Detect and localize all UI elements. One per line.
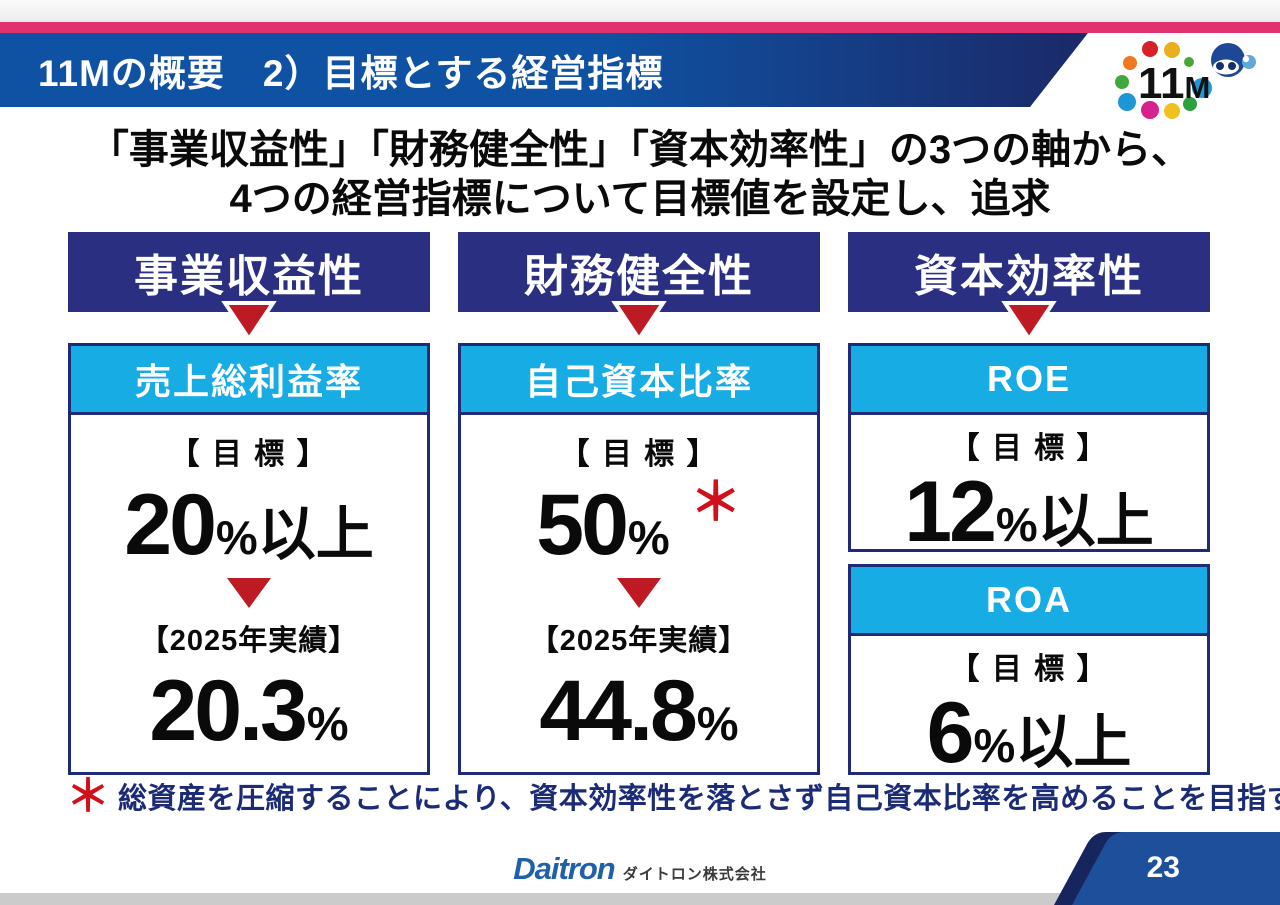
goal-value-row: 12% 以上 [904, 469, 1153, 555]
pink-accent-line [0, 22, 1280, 33]
kpi-card-gross-profit-margin: 売上総利益率 【 目 標 】 20% 以上 【2025年実績】 20.3% [68, 343, 430, 775]
result-value-row: 44.8% [539, 668, 738, 754]
kpi-card-roe: ROE 【 目 標 】 12% 以上 [848, 343, 1210, 555]
axis-header-financial-soundness: 財務健全性 [458, 232, 820, 312]
footnote-text: 総資産を圧縮することにより、資本効率性を落とさず自己資本比率を高めることを目指す [118, 783, 1280, 815]
goal-unit: % [215, 510, 258, 564]
result-value-row: 20.3% [149, 668, 348, 754]
logo-text: 11M [1138, 59, 1210, 108]
goal-label: 【 目 標 】 [949, 653, 1109, 686]
kpi-card-body: 【 目 標 】 6% 以上 [851, 636, 1207, 782]
page-number: 23 [1146, 851, 1180, 884]
bottom-gray-strip [0, 893, 1280, 905]
top-strip [0, 0, 1280, 22]
result-value: 44.8 [539, 663, 697, 759]
kpi-card-title: ROE [851, 346, 1207, 415]
kpi-card-title: 売上総利益率 [71, 346, 427, 415]
asterisk-note: ＊ [689, 473, 742, 532]
goal-label: 【 目 標 】 [949, 432, 1109, 465]
axis-label: 資本効率性 [914, 252, 1144, 301]
heading-line1: 「事業収益性」「財務健全性」「資本効率性」の3つの軸から、 [88, 128, 1192, 172]
down-arrow-icon [221, 301, 277, 343]
goal-value: 20 [124, 476, 217, 573]
result-unit: % [696, 697, 739, 750]
goal-suffix: 以上 [1037, 489, 1154, 554]
kpi-card-body: 【 目 標 】 20% 以上 【2025年実績】 20.3% [71, 415, 427, 772]
goal-value-row: 6% 以上 [927, 690, 1132, 776]
goal-value: 6 [926, 685, 975, 781]
goal-label: 【 目 標 】 [559, 438, 719, 471]
daitron-logo: Daitron [513, 851, 615, 886]
axis-header-capital-efficiency: 資本効率性 [848, 232, 1210, 312]
axis-label: 財務健全性 [524, 252, 754, 301]
11m-logo-icon: 11M [1115, 41, 1256, 119]
down-arrow-icon [611, 301, 667, 343]
goal-suffix: 以上 [257, 501, 374, 567]
goal-value-row: 50% ＊ [536, 476, 741, 573]
goal-unit: % [627, 510, 670, 564]
result-unit: % [306, 697, 349, 750]
kpi-card-body: 【 目 標 】 50% ＊ 【2025年実績】 44.8% [461, 415, 817, 772]
goal-unit: % [973, 719, 1016, 772]
kpi-card-title: ROA [851, 567, 1207, 636]
title-bar: 11Mの概要 2）目標とする経営指標 [0, 33, 1088, 107]
company-name: ダイトロン株式会社 [622, 866, 767, 883]
page-number-panel [1054, 832, 1280, 905]
goal-unit: % [995, 498, 1038, 551]
page-title: 11Mの概要 2）目標とする経営指標 [38, 53, 664, 94]
asterisk-icon: ＊ [66, 772, 110, 821]
kpi-card-body: 【 目 標 】 12% 以上 [851, 415, 1207, 561]
axis-header-profitability: 事業収益性 [68, 232, 430, 312]
down-arrow-icon [617, 577, 661, 608]
heading-line2: 4つの経営指標について目標値を設定し、追求 [229, 177, 1051, 221]
axis-label: 事業収益性 [134, 252, 364, 301]
kpi-card-equity-ratio: 自己資本比率 【 目 標 】 50% ＊ 【2025年実績】 44.8% [458, 343, 820, 775]
footnote: ＊ 総資産を圧縮することにより、資本効率性を落とさず自己資本比率を高めることを目… [66, 772, 1280, 821]
goal-label: 【 目 標 】 [169, 438, 329, 471]
down-arrow-icon [1001, 301, 1057, 343]
kpi-card-title: 自己資本比率 [461, 346, 817, 415]
goal-value-row: 20% 以上 [124, 482, 373, 568]
goal-suffix: 以上 [1015, 710, 1132, 775]
result-value: 20.3 [149, 663, 307, 759]
goal-value: 50 [536, 476, 629, 573]
result-label: 【2025年実績】 [529, 625, 749, 658]
kpi-card-roa: ROA 【 目 標 】 6% 以上 [848, 564, 1210, 776]
goal-value: 12 [904, 464, 997, 560]
main-heading: 「事業収益性」「財務健全性」「資本効率性」の3つの軸から、 4つの経営指標につい… [0, 126, 1280, 224]
result-label: 【2025年実績】 [139, 625, 359, 658]
down-arrow-icon [227, 577, 271, 608]
mascot-face-icon [1211, 43, 1256, 77]
footer-brand: Daitron ダイトロン株式会社 [0, 851, 1280, 887]
